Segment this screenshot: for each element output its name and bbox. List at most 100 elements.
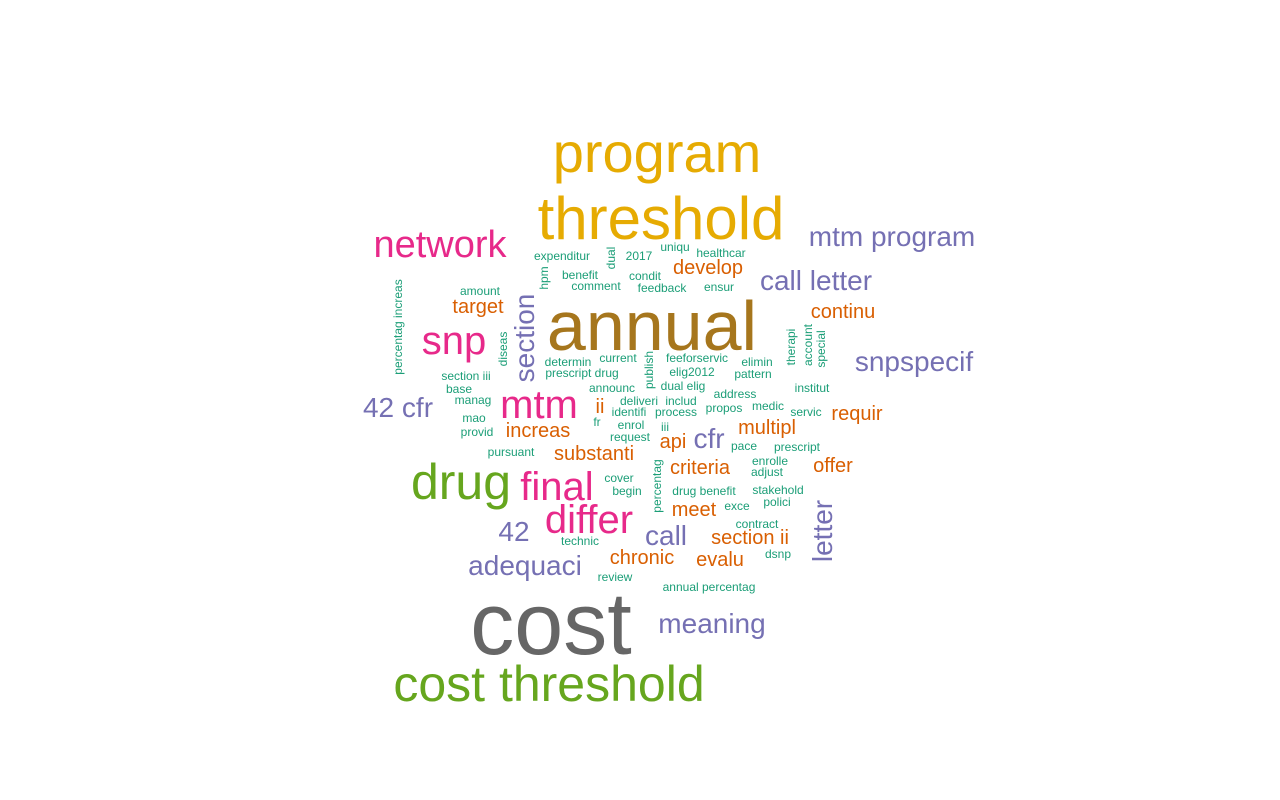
word-determin: determin: [544, 355, 592, 369]
word-annual-percentag: annual percentag: [662, 580, 756, 594]
word-process: process: [654, 405, 698, 419]
word-condit: condit: [628, 269, 662, 283]
word-pace: pace: [730, 439, 758, 453]
word-request: request: [609, 430, 651, 444]
word-evalu: evalu: [696, 549, 744, 571]
word-current: current: [599, 351, 637, 365]
word-multipl: multipl: [738, 417, 796, 439]
word-2017: 2017: [625, 249, 653, 263]
word-drug: drug: [410, 454, 512, 510]
word-therapi: therapi: [784, 328, 798, 366]
word-mao: mao: [462, 411, 486, 425]
word-letter: letter: [807, 499, 838, 563]
word-target: target: [452, 296, 504, 318]
word-section: section: [509, 293, 540, 383]
word-mtm-program: mtm program: [808, 221, 976, 252]
word-feedback: feedback: [637, 281, 687, 295]
word-publish: publish: [642, 350, 656, 390]
word-contract: contract: [735, 517, 779, 531]
word-cfr: cfr: [693, 423, 725, 454]
word-snpspecif: snpspecif: [854, 346, 974, 377]
word-adequaci: adequaci: [468, 550, 582, 581]
word-final: final: [520, 465, 594, 509]
word-ensur: ensur: [703, 280, 735, 294]
word-criteria: criteria: [669, 457, 731, 479]
word-feeforservic: feeforservic: [665, 351, 729, 365]
word-network: network: [373, 224, 507, 266]
word-drug-benefit: drug benefit: [672, 484, 736, 498]
word-chronic: chronic: [609, 547, 675, 569]
word-requir: requir: [831, 403, 883, 425]
word-42-cfr: 42 cfr: [362, 392, 434, 423]
word-uniqu: uniqu: [660, 240, 690, 254]
word-announc: announc: [588, 381, 636, 395]
word-pursuant: pursuant: [487, 445, 535, 459]
word-healthcar: healthcar: [696, 246, 746, 260]
word-includ: includ: [665, 394, 697, 408]
word-prescript: prescript: [773, 440, 821, 454]
word-propos: propos: [705, 401, 743, 415]
word-provid: provid: [460, 425, 494, 439]
word-account: account: [801, 323, 815, 367]
word-increas: increas: [505, 420, 571, 442]
word-call-letter: call letter: [759, 265, 873, 296]
word-program: program: [552, 121, 762, 184]
word-prescript-drug: prescript drug: [545, 366, 619, 380]
word-annual: annual: [546, 287, 758, 365]
word-snp: snp: [421, 319, 487, 363]
word-manag: manag: [454, 393, 492, 407]
word-deliveri: deliveri: [619, 394, 659, 408]
word-exce: exce: [724, 499, 750, 513]
word-identifi: identifi: [611, 405, 647, 419]
word-meaning: meaning: [658, 608, 766, 639]
word-polici: polici: [763, 495, 791, 509]
word-cost-threshold: cost threshold: [393, 656, 705, 712]
word-technic: technic: [560, 534, 600, 548]
word-fr: fr: [593, 415, 601, 429]
word-percentag-increas: percentag increas: [391, 279, 405, 375]
word-section-iii: section iii: [441, 369, 491, 383]
word-begin: begin: [612, 484, 642, 498]
word-threshold: threshold: [537, 185, 785, 252]
word-review: review: [597, 570, 633, 584]
word-elimin: elimin: [741, 355, 773, 369]
word-comment: comment: [571, 279, 621, 293]
word-pattern: pattern: [734, 367, 772, 381]
word-dsnp: dsnp: [764, 547, 792, 561]
word-institut: institut: [794, 381, 830, 395]
word-servic: servic: [790, 405, 822, 419]
word-medic: medic: [751, 399, 785, 413]
word-ii: ii: [595, 396, 605, 418]
word-benefit: benefit: [561, 268, 599, 282]
word-continu: continu: [810, 301, 876, 323]
word-elig2012: elig2012: [669, 365, 715, 379]
word-dual-elig: dual elig: [660, 379, 706, 393]
word-percentag: percentag: [650, 459, 664, 513]
word-expenditur: expenditur: [533, 249, 591, 263]
word-enrol: enrol: [617, 418, 645, 432]
word-cost: cost: [470, 574, 632, 673]
word-stakehold: stakehold: [752, 483, 804, 497]
word-dual: dual: [604, 246, 618, 270]
word-cover: cover: [604, 471, 634, 485]
word-section-ii: section ii: [711, 527, 789, 549]
word-meet: meet: [671, 499, 717, 521]
word-differ: differ: [544, 498, 634, 542]
word-amount: amount: [459, 284, 501, 298]
word-api: api: [659, 431, 687, 453]
word-hpm: hpm: [537, 266, 551, 290]
word-develop: develop: [672, 257, 744, 279]
word-adjust: adjust: [750, 465, 784, 479]
word-call: call: [644, 520, 688, 551]
word-mtm: mtm: [500, 383, 578, 427]
word-offer: offer: [813, 455, 853, 477]
word-enrolle: enrolle: [751, 454, 789, 468]
word-address: address: [713, 387, 757, 401]
word-special: special: [814, 330, 828, 368]
word-iii: iii: [661, 420, 669, 434]
word-42: 42: [498, 516, 530, 547]
word-diseas: diseas: [496, 331, 510, 367]
word-substanti: substanti: [553, 443, 635, 465]
word-base: base: [445, 382, 473, 396]
